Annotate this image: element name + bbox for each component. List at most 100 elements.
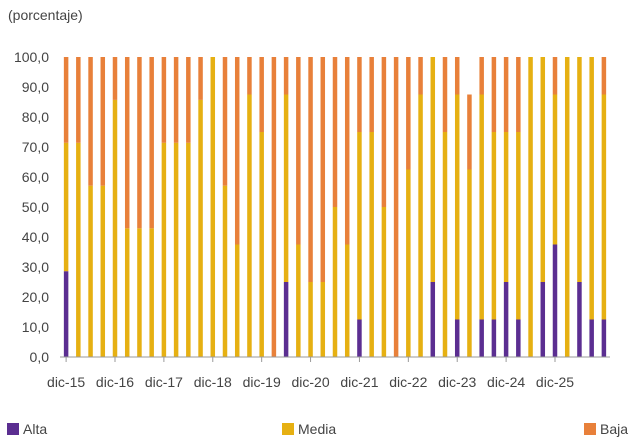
y-tick-label: 90,0 xyxy=(22,79,49,95)
y-tick-label: 70,0 xyxy=(22,139,49,155)
legend-label-alta: Alta xyxy=(23,421,48,437)
bar-baja xyxy=(234,57,240,245)
bar-media xyxy=(137,228,142,357)
bar-alta xyxy=(577,282,582,357)
bar-baja xyxy=(442,57,448,132)
x-tick-label: dic-20 xyxy=(291,374,329,390)
bar-media xyxy=(467,169,472,357)
bar-baja xyxy=(173,57,179,143)
bar-baja xyxy=(418,57,423,95)
bar-baja xyxy=(369,57,374,132)
bar-alta xyxy=(491,319,497,357)
bar-media xyxy=(406,169,411,357)
legend-item-media: Media xyxy=(282,421,336,437)
bar-media xyxy=(381,207,387,357)
x-tick-label: dic-24 xyxy=(487,374,525,390)
x-tick-label: dic-22 xyxy=(389,374,427,390)
bar-media xyxy=(577,57,582,282)
x-tick-label: dic-16 xyxy=(96,374,134,390)
bar-media xyxy=(564,57,570,357)
bar-baja xyxy=(503,57,509,132)
legend-swatch-baja xyxy=(584,423,596,435)
legend-item-alta: Alta xyxy=(7,421,47,437)
bar-alta xyxy=(454,319,460,357)
bar-baja xyxy=(381,57,387,207)
bar-baja xyxy=(308,57,313,282)
bar-baja xyxy=(149,57,154,229)
bar-baja xyxy=(479,57,484,95)
y-tick-label: 100,0 xyxy=(14,49,49,65)
bar-media xyxy=(369,132,374,357)
y-tick-label: 10,0 xyxy=(22,319,49,335)
bar-media xyxy=(296,244,301,357)
bar-media xyxy=(503,132,509,282)
bar-alta xyxy=(601,319,607,357)
bar-alta xyxy=(540,282,546,357)
bar-baja xyxy=(283,57,289,95)
y-tick-label: 40,0 xyxy=(22,229,49,245)
bar-media xyxy=(528,57,533,357)
bar-media xyxy=(76,142,81,357)
bar-media xyxy=(173,142,179,357)
y-tick-label: 20,0 xyxy=(22,289,49,305)
bar-baja xyxy=(320,57,326,282)
bar-baja xyxy=(76,57,81,143)
bar-baja xyxy=(198,57,203,100)
bar-media xyxy=(198,99,203,358)
bar-baja xyxy=(454,57,460,95)
bar-alta xyxy=(63,271,69,357)
bar-baja xyxy=(124,57,130,229)
bar-media xyxy=(589,57,594,320)
bar-alta xyxy=(503,282,509,357)
bar-baja xyxy=(137,57,142,229)
bar-media xyxy=(161,142,167,357)
legend-label-baja: Baja xyxy=(600,421,629,437)
bar-media xyxy=(112,99,118,358)
legend-swatch-alta xyxy=(7,423,19,435)
bar-baja xyxy=(516,57,521,132)
bar-baja xyxy=(406,57,411,170)
bar-media xyxy=(259,132,264,357)
x-tick-label: dic-25 xyxy=(536,374,574,390)
bar-baja xyxy=(186,57,191,143)
x-tick-label: dic-23 xyxy=(438,374,476,390)
bar-baja xyxy=(63,57,69,143)
bar-media xyxy=(442,132,448,357)
bar-media xyxy=(332,207,338,357)
bar-media xyxy=(357,132,362,320)
bar-baja xyxy=(88,57,93,186)
x-tick-label: dic-17 xyxy=(145,374,183,390)
bar-baja xyxy=(491,57,497,132)
bar-media xyxy=(320,282,326,357)
bar-media xyxy=(186,142,191,357)
y-tick-label: 60,0 xyxy=(22,169,49,185)
bar-media xyxy=(418,94,423,357)
bar-media xyxy=(247,94,252,357)
x-tick-label: dic-21 xyxy=(340,374,378,390)
bar-baja xyxy=(271,57,277,357)
bar-media xyxy=(540,57,546,282)
bar-media xyxy=(222,185,228,357)
bar-baja xyxy=(467,94,472,170)
bar-baja xyxy=(332,57,338,207)
bar-alta xyxy=(357,319,362,357)
y-tick-label: 80,0 xyxy=(22,109,49,125)
x-tick-label: dic-15 xyxy=(47,374,85,390)
bar-media xyxy=(344,244,350,357)
legend-label-media: Media xyxy=(298,421,337,437)
unit-label: (porcentaje) xyxy=(8,7,83,23)
y-tick-label: 50,0 xyxy=(22,199,49,215)
bar-media xyxy=(516,132,521,320)
bar-media xyxy=(124,228,130,357)
x-tick-label: dic-19 xyxy=(243,374,281,390)
bar-media xyxy=(479,94,484,320)
bar-alta xyxy=(589,319,594,357)
bar-baja xyxy=(161,57,167,143)
bar-media xyxy=(88,185,93,357)
bar-baja xyxy=(247,57,252,95)
bar-baja xyxy=(552,57,558,95)
bar-alta xyxy=(552,244,558,357)
bar-media xyxy=(454,94,460,320)
y-tick-label: 30,0 xyxy=(22,259,49,275)
bar-media xyxy=(149,228,154,357)
